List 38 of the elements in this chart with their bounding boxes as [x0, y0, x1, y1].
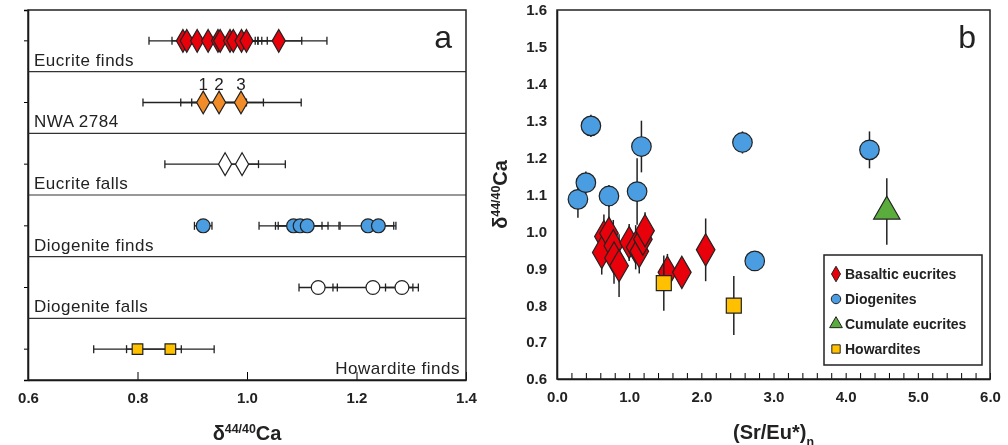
y-tick-label: 1.4	[526, 75, 548, 93]
y-tick-label: 0.8	[526, 296, 547, 314]
y-tick-label: 0.7	[526, 333, 547, 351]
x-tick-label: 4.0	[835, 387, 857, 405]
y-tick-label: Eucrite falls	[34, 174, 129, 193]
y-tick-label: 1.2	[526, 148, 547, 166]
x-tick-label: 5.0	[907, 387, 929, 405]
x-tick-label: 1.4	[456, 388, 478, 406]
x-tick-label: 1.0	[619, 387, 641, 405]
y-tick-label: 1.0	[526, 222, 547, 240]
legend-label: Basaltic eucrites	[845, 266, 957, 282]
x-axis-title: δ$^{44/40}$Ca	[212, 422, 283, 444]
x-tick-label: 2.0	[691, 387, 713, 405]
y-tick-label: Diogenite finds	[34, 235, 154, 255]
y-tick-label: NWA 2784	[34, 112, 119, 132]
legend-label: Diogenites	[845, 291, 917, 307]
legend-label: Cumulate eucrites	[845, 316, 967, 332]
y-tick-label: 0.9	[526, 259, 547, 277]
x-tick-label: 0.0	[547, 387, 568, 405]
y-tick-label: 0.6	[526, 370, 547, 388]
x-tick-label: 0.6	[18, 388, 39, 406]
annotation: a	[434, 19, 453, 55]
y-tick-label: 1.3	[526, 112, 547, 129]
legend-label: Howardites	[845, 341, 921, 357]
x-tick-label: 3.0	[763, 387, 785, 405]
y-tick-label: Howardite finds	[335, 359, 460, 378]
x-tick-label: 1.2	[346, 388, 368, 406]
x-tick-label: 1.0	[237, 388, 258, 406]
annotation: 3	[236, 74, 246, 94]
y-tick-label: 1.5	[526, 38, 547, 56]
x-tick-label: 6.0	[980, 387, 1001, 405]
y-tick-label: 1.6	[526, 1, 547, 19]
y-tick-label: Eucrite finds	[34, 50, 135, 70]
annotation: 2	[214, 74, 224, 94]
y-tick-label: 1.1	[526, 185, 547, 203]
annotation: b	[958, 19, 976, 55]
annotation: 1	[198, 74, 208, 94]
y-tick-label: Diogenite falls	[34, 297, 149, 317]
